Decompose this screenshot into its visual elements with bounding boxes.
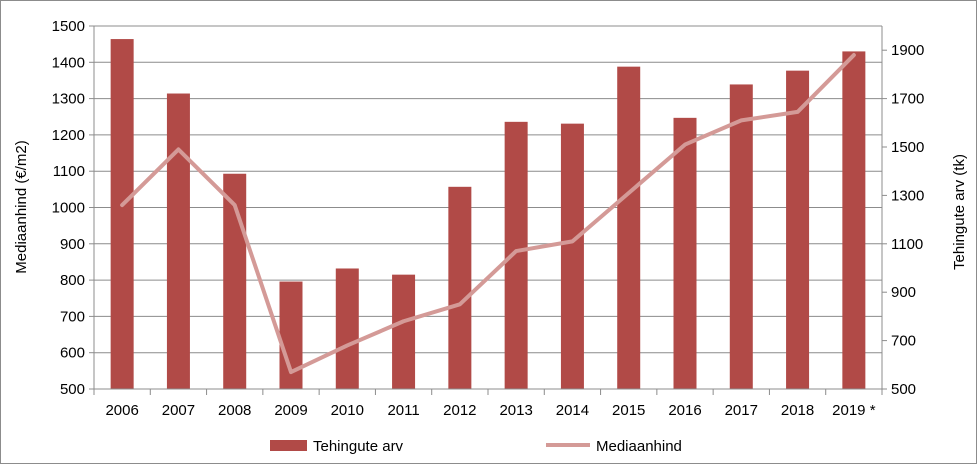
bar-2011	[392, 274, 416, 389]
right-tick-label: 1300	[891, 187, 924, 204]
x-tick-label: 2014	[556, 402, 589, 419]
axes	[89, 25, 887, 395]
right-tick-label: 1500	[891, 139, 924, 156]
bar-series	[110, 39, 866, 390]
right-tick-label: 700	[891, 333, 916, 350]
bar-2006	[110, 39, 134, 390]
bar-2016	[673, 117, 697, 390]
bar-2009	[279, 281, 303, 389]
left-tick-label: 1400	[52, 54, 85, 71]
legend-label-line: Mediaanhind	[596, 438, 682, 455]
left-tick-label: 600	[60, 345, 85, 362]
bar-2015	[617, 66, 641, 389]
x-tick-label: 2017	[725, 402, 758, 419]
x-tick-label: 2009	[274, 402, 307, 419]
bar-2007	[166, 93, 190, 389]
x-tick-label: 2015	[612, 402, 645, 419]
x-tick-label: 2013	[499, 402, 532, 419]
bar-2018	[786, 70, 810, 390]
bar-2019	[842, 51, 866, 389]
left-tick-label: 900	[60, 236, 85, 253]
x-tick-label: 2010	[331, 402, 364, 419]
gridlines	[94, 25, 882, 390]
line-series	[120, 53, 856, 375]
right-tick-label: 900	[891, 284, 916, 301]
x-tick-label: 2008	[218, 402, 251, 419]
right-axis-ticks: 500 700 900 1100 1300 1500 1700 1900	[891, 42, 924, 398]
x-tick-label: 2006	[105, 402, 138, 419]
right-tick-label: 500	[891, 381, 916, 398]
left-tick-label: 1100	[53, 163, 85, 180]
left-tick-label: 800	[60, 272, 85, 289]
legend-label-bar: Tehingute arv	[313, 438, 404, 455]
legend-swatch-bar	[270, 440, 307, 451]
x-tick-label: 2011	[387, 402, 419, 419]
x-tick-label: 2012	[443, 402, 476, 419]
left-axis-title: Mediaanhind (€/m2)	[13, 140, 30, 273]
left-tick-label: 1200	[52, 127, 85, 144]
x-tick-label: 2007	[162, 402, 195, 419]
left-tick-label: 1000	[52, 200, 85, 217]
bar-2017	[729, 84, 753, 390]
left-axis-ticks: 500 600 700 800 900 1000 1100 1200 1300 1400 1500	[52, 18, 85, 398]
left-tick-label: 500	[60, 381, 85, 398]
left-tick-label: 1300	[52, 91, 85, 108]
right-tick-label: 1700	[891, 91, 924, 108]
bar-2012	[448, 186, 472, 389]
legend: Tehingute arv Mediaanhind	[270, 438, 682, 455]
right-tick-label: 1900	[891, 42, 924, 59]
right-tick-label: 1100	[891, 236, 923, 253]
bar-2013	[504, 121, 528, 389]
bar-2014	[560, 123, 584, 389]
line-mediaanhind	[120, 53, 856, 375]
x-axis-ticks: 2006 2007 2008 2009 2010 2011 2012 2013 2014 2015…	[105, 402, 875, 419]
right-axis-title: Tehingute arv (tk)	[951, 154, 968, 270]
x-tick-label: 2016	[668, 402, 701, 419]
x-tick-label: 2019 *	[832, 402, 876, 419]
bar-2010	[335, 268, 359, 389]
x-tick-label: 2018	[781, 402, 814, 419]
left-tick-label: 1500	[52, 18, 85, 35]
left-tick-label: 700	[60, 308, 85, 325]
